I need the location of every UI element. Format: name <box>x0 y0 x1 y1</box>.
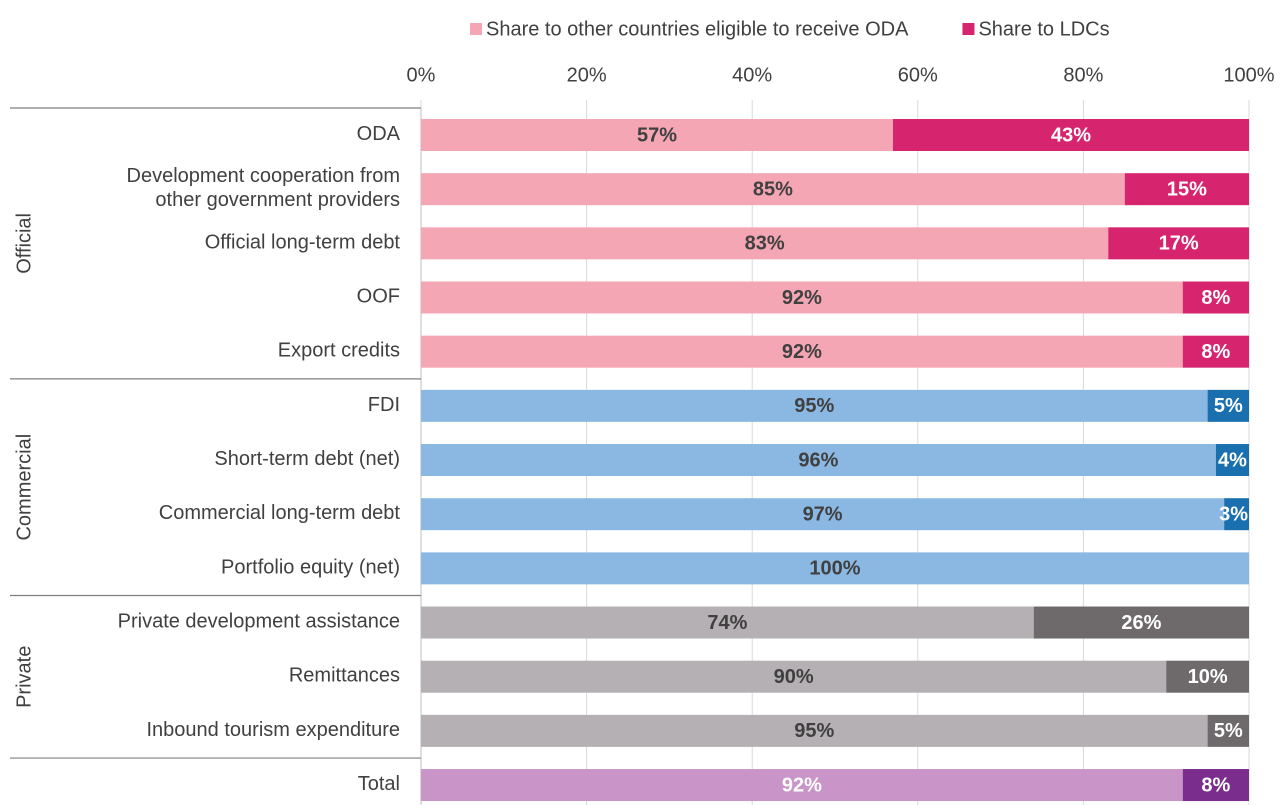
value-label: 90% <box>774 666 814 688</box>
value-label: 4% <box>1218 449 1247 471</box>
legend-label: Share to other countries eligible to rec… <box>486 18 909 40</box>
category-label: ODA <box>357 123 401 145</box>
x-tick-label: 0% <box>407 64 436 86</box>
x-tick-label: 100% <box>1223 64 1274 86</box>
category-label: Commercial long-term debt <box>159 502 401 524</box>
category-label: Remittances <box>289 665 400 687</box>
bar-segment <box>1124 173 1249 206</box>
bar-segment <box>1224 498 1249 531</box>
group-label: Official <box>13 213 35 274</box>
bar-segment <box>1207 714 1249 747</box>
legend-swatch <box>962 23 975 35</box>
value-label: 96% <box>798 449 838 471</box>
bar-segment <box>421 281 1183 314</box>
bar-segment <box>421 444 1216 477</box>
bar-segment <box>421 498 1225 531</box>
value-label: 92% <box>782 287 822 309</box>
value-label: 17% <box>1159 233 1199 255</box>
bar-segment <box>1182 769 1249 802</box>
category-label: Development cooperation from other govern… <box>127 165 400 211</box>
category-label: Inbound tourism expenditure <box>147 719 401 741</box>
legend-label: Share to LDCs <box>978 18 1109 40</box>
value-label: 26% <box>1121 612 1161 634</box>
bar-segment <box>1108 227 1249 260</box>
value-label: 3% <box>1219 503 1248 525</box>
bar-segment <box>421 227 1109 260</box>
value-label: 8% <box>1201 341 1230 363</box>
bar-segment <box>421 660 1167 693</box>
bar-segment <box>1033 606 1249 639</box>
value-label: 5% <box>1214 720 1243 742</box>
x-tick-label: 60% <box>898 64 938 86</box>
value-label: 92% <box>782 774 822 796</box>
bar-segment <box>1215 444 1249 477</box>
value-label: 57% <box>637 124 677 146</box>
category-label: OOF <box>357 286 400 308</box>
bar-segment <box>1166 660 1249 693</box>
value-label: 10% <box>1188 666 1228 688</box>
x-tick-label: 40% <box>732 64 772 86</box>
bar-segment <box>421 714 1208 747</box>
bar-segment <box>421 606 1034 639</box>
x-tick-label: 80% <box>1063 64 1103 86</box>
value-label: 95% <box>794 395 834 417</box>
value-label: 92% <box>782 341 822 363</box>
category-label: FDI <box>368 394 400 416</box>
bar-segment <box>421 173 1125 206</box>
group-label: Commercial <box>13 434 35 541</box>
category-label: Short-term debt (net) <box>214 448 400 470</box>
value-label: 83% <box>745 233 785 255</box>
value-label: 85% <box>753 178 793 200</box>
value-label: 5% <box>1214 395 1243 417</box>
value-label: 43% <box>1051 124 1091 146</box>
value-label: 95% <box>794 720 834 742</box>
legend-swatch <box>470 23 482 35</box>
bar-segment <box>421 119 893 151</box>
category-label: Official long-term debt <box>205 232 401 254</box>
bar-segment <box>421 335 1183 368</box>
category-label: Export credits <box>278 340 400 362</box>
value-label: 100% <box>809 558 860 580</box>
category-label: Portfolio equity (net) <box>221 557 400 579</box>
bar-segment <box>1207 389 1249 422</box>
group-label: Private <box>13 646 35 708</box>
bar-segment <box>892 119 1249 151</box>
bar-segment <box>421 769 1183 802</box>
value-label: 8% <box>1201 774 1230 796</box>
bar-segment <box>421 389 1208 422</box>
bar-segment <box>1182 335 1249 368</box>
value-label: 74% <box>707 612 747 634</box>
bar-segment <box>421 552 1249 585</box>
category-label: Total <box>358 773 400 795</box>
x-tick-label: 20% <box>567 64 607 86</box>
value-label: 97% <box>803 503 843 525</box>
category-label: Private development assistance <box>118 611 400 633</box>
value-label: 8% <box>1201 287 1230 309</box>
value-label: 15% <box>1167 178 1207 200</box>
bar-segment <box>1182 281 1249 314</box>
